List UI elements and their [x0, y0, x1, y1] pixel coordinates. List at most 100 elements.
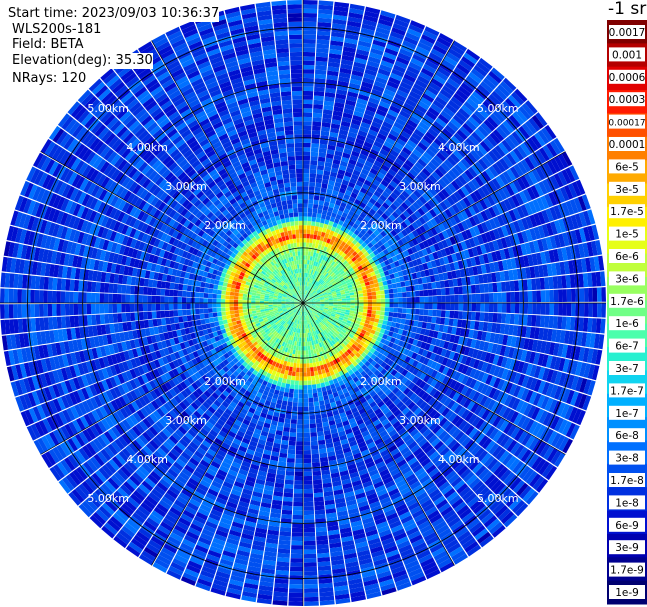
range-gate-cell: [388, 341, 394, 348]
range-gate-cell: [112, 283, 118, 294]
range-gate-cell: [330, 335, 335, 340]
range-gate-cell: [432, 412, 441, 422]
range-gate-cell: [305, 306, 309, 310]
range-gate-cell: [297, 332, 300, 338]
range-gate-cell: [338, 355, 344, 361]
range-gate-cell: [468, 459, 480, 471]
range-gate-cell: [195, 314, 201, 320]
range-gate-cell: [291, 527, 303, 533]
range-gate-cell: [303, 493, 314, 498]
range-gate-cell: [427, 509, 440, 520]
range-gate-cell: [308, 354, 312, 359]
range-gate-cell: [460, 468, 472, 480]
range-gate-cell: [416, 327, 422, 334]
range-gate-cell: [517, 430, 528, 444]
range-gate-cell: [258, 510, 270, 517]
range-gate-cell: [315, 526, 327, 533]
range-gate-cell: [368, 411, 377, 419]
range-gate-cell: [8, 288, 14, 303]
range-gate-cell: [168, 303, 174, 310]
range-gate-cell: [304, 562, 317, 567]
range-gate-cell: [378, 574, 393, 583]
range-gate-cell: [372, 453, 382, 461]
range-gate-cell: [468, 477, 481, 489]
range-gate-cell: [485, 374, 493, 385]
range-gate-cell: [475, 312, 481, 321]
range-gate-cell: [291, 532, 303, 537]
range-gate-cell: [229, 291, 235, 296]
range-gate-cell: [331, 374, 337, 380]
range-gate-cell: [313, 310, 318, 314]
range-gate-cell: [261, 497, 272, 504]
range-gate-cell: [389, 348, 396, 355]
range-gate-cell: [318, 578, 333, 584]
range-gate-cell: [486, 518, 500, 531]
range-gate-cell: [385, 325, 391, 331]
range-gate-cell: [481, 409, 491, 421]
range-gate-cell: [361, 401, 369, 408]
range-gate-cell: [504, 394, 513, 407]
range-gate-cell: [450, 402, 460, 412]
range-gate-cell: [293, 501, 303, 507]
range-gate-cell: [305, 319, 308, 325]
range-gate-cell: [305, 306, 309, 310]
range-gate-cell: [303, 324, 305, 329]
range-gate-cell: [366, 377, 373, 384]
range-gate-cell: [365, 529, 378, 537]
range-gate-cell: [521, 326, 527, 338]
range-gate-cell: [375, 484, 386, 493]
range-gate-cell: [503, 514, 518, 528]
range-gate-cell: [350, 382, 358, 389]
range-gate-cell: [423, 444, 434, 454]
range-gate-cell: [457, 373, 466, 383]
range-gate-cell: [303, 376, 308, 381]
range-gate-cell: [299, 363, 303, 368]
range-gate-cell: [450, 442, 461, 453]
range-gate-cell: [245, 574, 260, 581]
range-gate-cell: [531, 339, 539, 352]
range-gate-cell: [488, 303, 494, 313]
range-gate-cell: [373, 356, 380, 363]
range-gate-cell: [301, 307, 303, 312]
range-gate-cell: [464, 356, 472, 366]
range-gate-cell: [327, 521, 339, 527]
range-gate-cell: [296, 441, 303, 446]
range-gate-cell: [346, 375, 353, 382]
range-gate-cell: [328, 533, 341, 540]
range-gate-cell: [255, 303, 260, 306]
range-gate-cell: [404, 494, 416, 504]
range-gate-cell: [523, 338, 530, 350]
range-gate-cell: [405, 453, 415, 463]
range-gate-cell: [397, 374, 405, 382]
range-gate-cell: [376, 303, 381, 307]
range-gate-cell: [370, 366, 377, 374]
range-gate-cell: [454, 527, 469, 539]
range-gate-cell: [381, 433, 391, 442]
range-gate-cell: [304, 545, 316, 550]
range-gate-cell: [434, 457, 445, 468]
range-gate-cell: [339, 315, 345, 319]
range-gate-cell: [303, 367, 307, 373]
range-gate-cell: [329, 330, 334, 336]
range-gate-cell: [493, 377, 501, 389]
range-gate-cell: [366, 327, 372, 333]
range-gate-cell: [130, 312, 136, 322]
range-gate-cell: [315, 379, 321, 385]
range-gate-cell: [406, 308, 412, 314]
range-gate-cell: [461, 537, 476, 550]
range-gate-cell: [333, 338, 338, 344]
range-gate-cell: [329, 424, 337, 430]
range-gate-cell: [242, 300, 247, 303]
range-gate-cell: [328, 336, 333, 342]
range-gate-cell: [313, 488, 323, 494]
range-gate-cell: [321, 413, 328, 419]
range-gate-cell: [336, 328, 342, 333]
range-gate-cell: [385, 303, 390, 308]
range-gate-cell: [476, 382, 485, 393]
range-gate-cell: [363, 348, 370, 355]
range-gate-cell: [492, 445, 503, 458]
range-gate-cell: [300, 315, 302, 321]
range-gate-cell: [591, 349, 598, 364]
range-gate-cell: [447, 342, 454, 351]
range-gate-cell: [361, 430, 370, 438]
